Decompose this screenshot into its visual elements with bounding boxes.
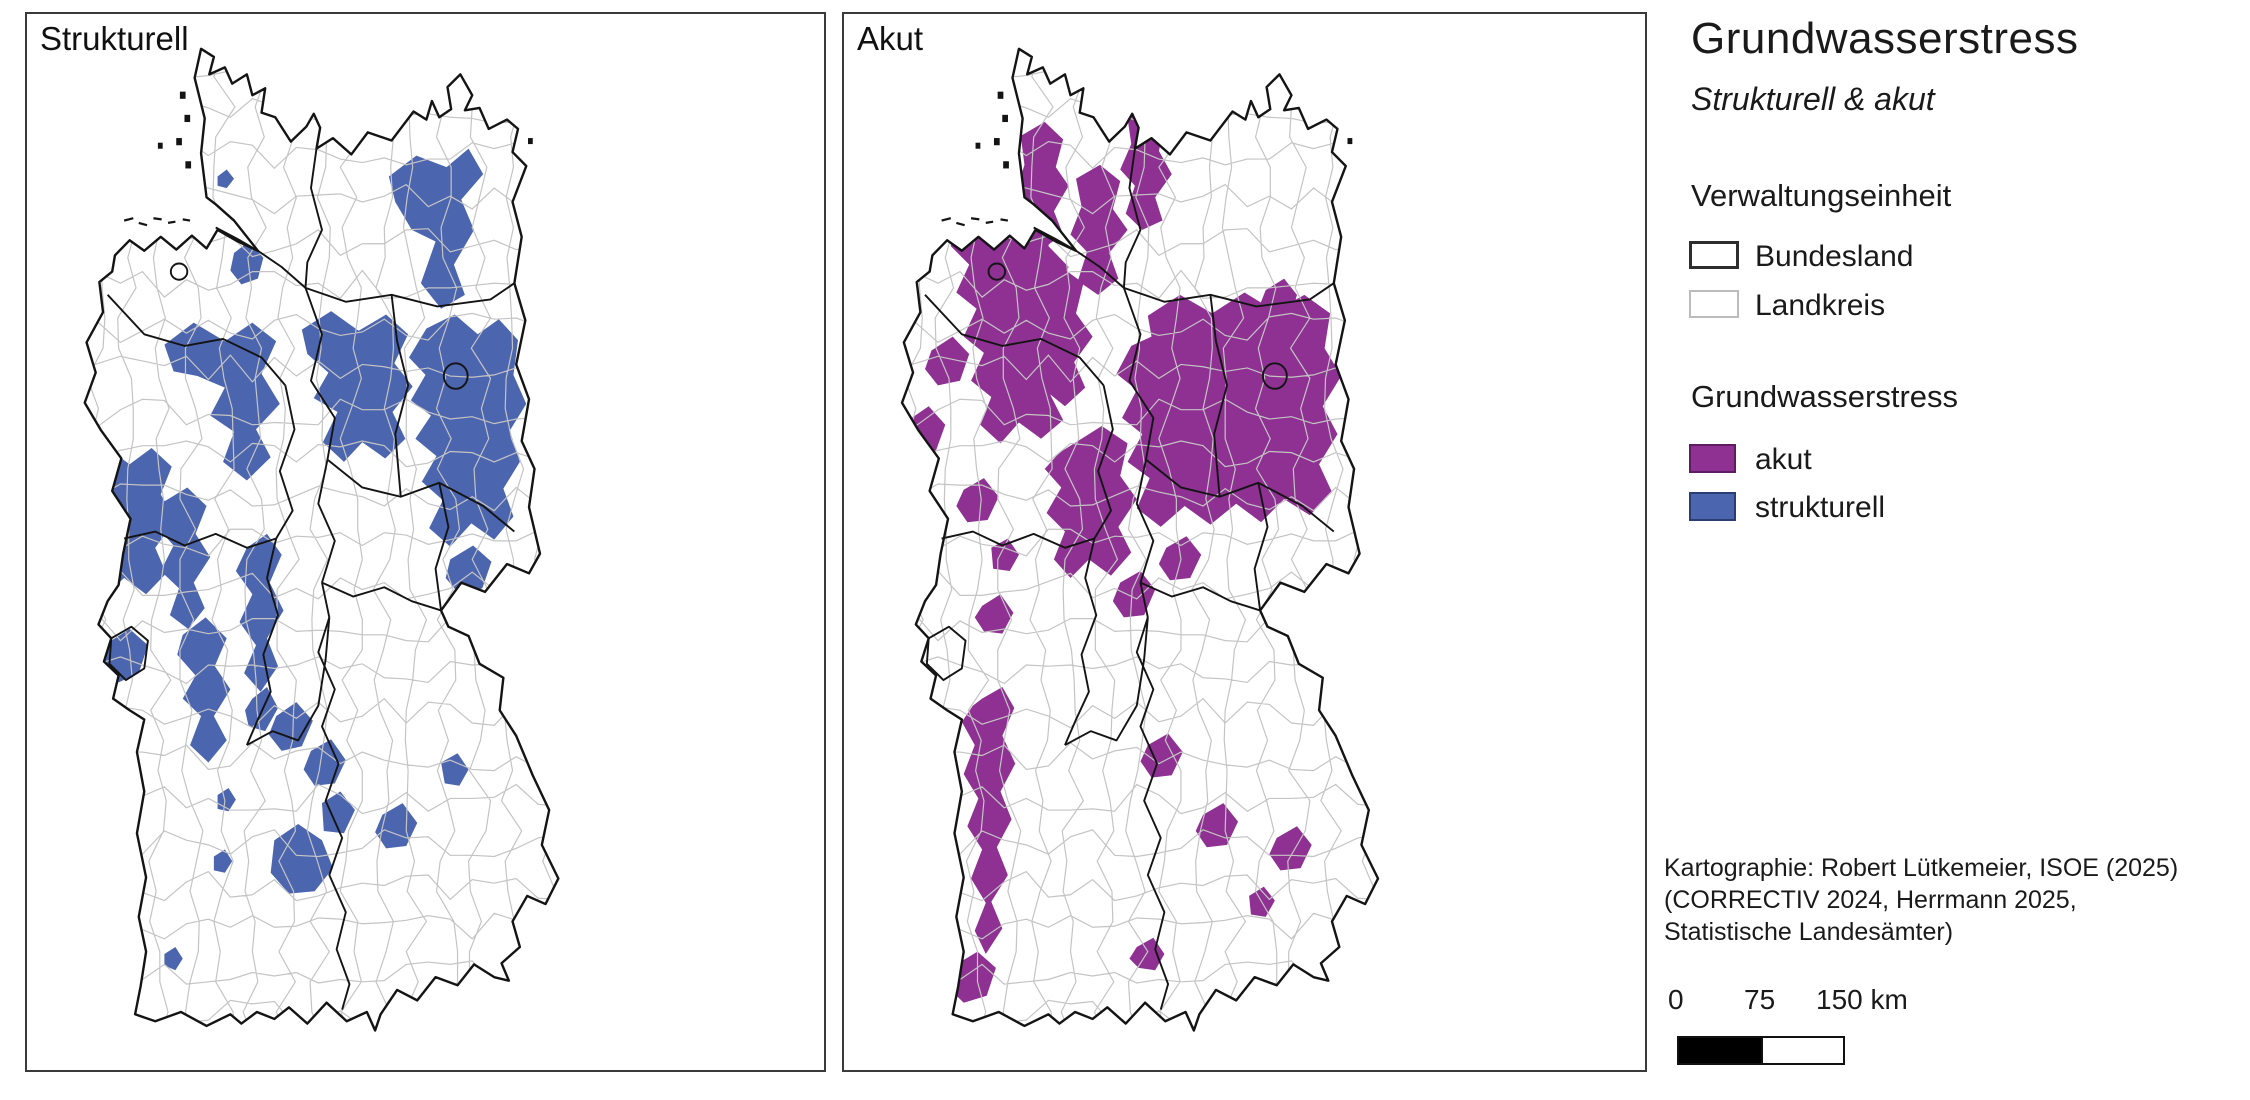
scale-tick-75: 75 [1744, 984, 1776, 1015]
bundesland-label: Bundesland [1755, 240, 1914, 273]
panel-label-akut: Akut [857, 20, 924, 57]
scale-bar-empty-segment [1761, 1038, 1843, 1063]
bundesland-swatch [1689, 241, 1739, 269]
sidebar: Grundwasserstress Strukturell & akut Ver… [1660, 0, 2250, 1100]
stress-legend-heading: Grundwasserstress [1691, 379, 1959, 414]
akut-swatch [1689, 444, 1736, 473]
attribution-line: (CORRECTIV 2024, Herrmann 2025, [1664, 886, 2077, 914]
map-panel-akut: Akut [842, 12, 1647, 1072]
strukturell-swatch [1689, 492, 1736, 521]
map-panel-strukturell: Strukturell [25, 12, 826, 1072]
scale-tick-0: 0 [1668, 984, 1684, 1015]
attribution-line: Kartographie: Robert Lütkemeier, ISOE (2… [1664, 854, 2179, 882]
landkreis-swatch [1689, 290, 1739, 318]
attribution: Kartographie: Robert Lütkemeier, ISOE (2… [1664, 852, 2178, 948]
page-subtitle: Strukturell & akut [1691, 81, 1935, 117]
scale-tick-150: 150 km [1816, 984, 1908, 1015]
strukturell-label: strukturell [1755, 491, 1886, 524]
landkreis-label: Landkreis [1755, 289, 1886, 322]
page-title: Grundwasserstress [1691, 14, 2079, 63]
germany-map-akut [900, 47, 1380, 1032]
scale-bar [1677, 1036, 1845, 1065]
panel-label-strukturell: Strukturell [40, 20, 189, 57]
admin-legend-heading: Verwaltungseinheit [1691, 178, 1952, 213]
akut-label: akut [1755, 443, 1812, 476]
scale-bar-filled-segment [1679, 1038, 1761, 1063]
attribution-line: Statistische Landesämter) [1664, 918, 1954, 946]
germany-map-strukturell [83, 47, 560, 1032]
